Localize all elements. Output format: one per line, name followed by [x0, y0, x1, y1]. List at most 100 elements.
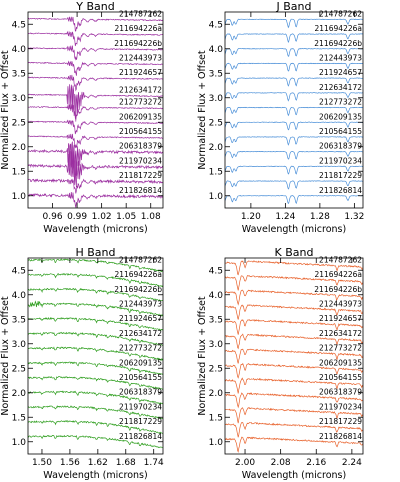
y-tick-label: 3.5: [12, 69, 26, 79]
spectrum-label: 211694226b: [114, 39, 162, 48]
y-tick-label: 3.0: [12, 340, 27, 350]
spectrum-line: [225, 136, 363, 146]
spectrum-label: 210564155: [319, 127, 362, 136]
x-tick-label: 1.56: [60, 458, 80, 468]
x-tick-label: 1.50: [32, 458, 52, 468]
x-tick-label: 1.20: [241, 212, 261, 222]
x-tick-label: 2.24: [342, 458, 362, 468]
spectrum-label: 211970234: [319, 402, 362, 411]
spectrum-line: [28, 361, 163, 376]
spectrum-label: 211694226a: [114, 24, 162, 33]
spectrum-label: 212773272: [119, 344, 162, 353]
x-tick-label: 1.24: [275, 212, 295, 222]
spectrum-label: 206209135: [319, 112, 362, 121]
y-tick-label: 4.5: [209, 266, 223, 276]
panel-k-band: 214787262 211694226a 211694226b 212443973 21…: [197, 246, 364, 481]
x-tick-label: 2.08: [271, 458, 291, 468]
x-tick-label: 1.68: [116, 458, 136, 468]
spectrum-line: [225, 165, 363, 175]
y-tick-label: 1.0: [209, 438, 224, 448]
spectrum-label: 211694226b: [314, 39, 362, 48]
spectrum-line: [28, 119, 163, 135]
x-axis-label: Wavelength (microns): [43, 470, 147, 481]
spectrum-line: [28, 300, 163, 317]
spectrum-line: [28, 45, 163, 61]
y-tick-label: 2.0: [209, 389, 224, 399]
y-tick-label: 2.0: [209, 143, 224, 153]
x-tick-label: 2.16: [306, 458, 326, 468]
spectrum-line: [28, 434, 163, 449]
y-tick-label: 4.5: [12, 266, 26, 276]
spectrum-label: 212634172: [119, 85, 162, 94]
spectrum-line: [225, 150, 363, 160]
spectrum-line: [225, 121, 363, 131]
spectrum-label: 211924657: [119, 68, 162, 77]
panel-title: Y Band: [75, 0, 114, 13]
spectrum-label: 214787262: [319, 255, 362, 264]
spectrum-line: [28, 346, 163, 362]
spectrum-label: 206318379: [319, 388, 362, 397]
y-tick-label: 4.0: [12, 45, 27, 55]
spectrum-label: 211924657: [119, 314, 162, 323]
spectrum-line: [225, 33, 363, 43]
spectrum-line: [225, 62, 363, 72]
x-tick-label: 1.05: [116, 212, 136, 222]
spectrum-line: [28, 331, 163, 346]
spectrum-label: 214787262: [119, 9, 162, 18]
spectrum-line: [28, 60, 163, 76]
x-tick-label: 1.28: [310, 212, 330, 222]
spectrum-line: [225, 436, 363, 453]
x-axis-label: Wavelength (microns): [242, 470, 346, 481]
spectrum-label: 212443973: [319, 299, 362, 308]
x-tick-label: 1.32: [344, 212, 364, 222]
spectrum-line: [225, 348, 363, 364]
y-tick-label: 1.5: [12, 413, 26, 423]
y-tick-label: 1.0: [12, 192, 27, 202]
y-tick-label: 3.5: [12, 315, 26, 325]
spectrum-label: 211826814: [119, 186, 162, 195]
spectrum-label: 214787262: [119, 255, 162, 264]
x-tick-label: 1.62: [88, 458, 108, 468]
y-tick-label: 3.0: [209, 94, 224, 104]
x-tick-label: 1.74: [144, 458, 164, 468]
spectrum-label: 212634172: [119, 329, 162, 338]
spectrum-label: 211817229: [319, 171, 362, 180]
spectrum-line: [28, 258, 163, 273]
spectrum-line: [28, 74, 163, 92]
spectrum-label: 212443973: [119, 53, 162, 62]
spectrum-line: [28, 287, 163, 302]
spectrum-line: [28, 84, 163, 122]
x-tick-label: 1.08: [141, 212, 161, 222]
spectrum-line: [225, 392, 363, 409]
spectrum-label: 212443973: [319, 53, 362, 62]
spectrum-line: [225, 377, 363, 394]
spectrum-label: 211694226b: [314, 285, 362, 294]
spectrum-label: 211924657: [319, 314, 362, 323]
spectrum-label: 206318379: [119, 388, 162, 397]
spectrum-label: 210564155: [319, 373, 362, 382]
y-axis-label: Normalized Flux + Offset: [0, 50, 11, 169]
spectrum-label: 211826814: [319, 186, 362, 195]
spectrum-label: 211970234: [319, 156, 362, 165]
y-axis-label: Normalized Flux + Offset: [197, 50, 208, 169]
spectrum-line: [28, 30, 163, 47]
y-tick-label: 4.5: [12, 20, 26, 30]
spectrum-label: 212773272: [119, 98, 162, 107]
y-tick-label: 1.0: [209, 192, 224, 202]
spectrum-line: [225, 319, 363, 335]
spectrum-line: [28, 273, 163, 288]
panel-h-band: 214787262 211694226a 211694226b 212443973 21…: [0, 246, 164, 481]
y-tick-label: 4.0: [12, 291, 27, 301]
x-axis-label: Wavelength (microns): [242, 224, 346, 235]
spectrum-line: [225, 422, 363, 438]
axes-frame: [224, 257, 364, 455]
spectrum-line: [225, 275, 363, 291]
y-tick-label: 2.0: [12, 389, 27, 399]
spectrum-line: [225, 407, 363, 424]
spectrum-label: 211694226a: [314, 24, 362, 33]
spectrum-label: 212443973: [119, 299, 162, 308]
y-tick-label: 1.0: [12, 438, 27, 448]
x-axis-label: Wavelength (microns): [43, 224, 147, 235]
y-tick-label: 3.5: [209, 315, 223, 325]
x-tick-label: 0.99: [67, 212, 87, 222]
